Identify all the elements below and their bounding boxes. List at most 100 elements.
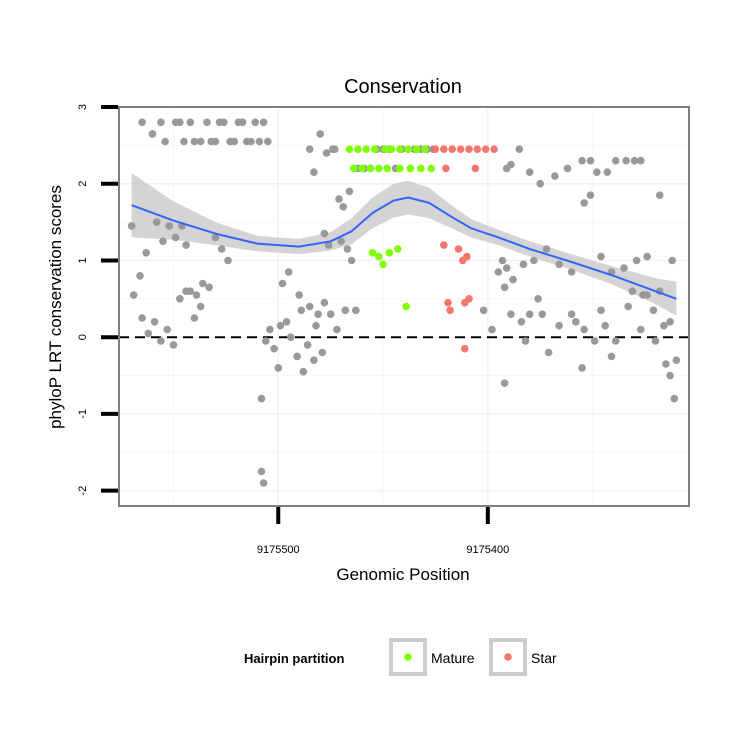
point-other <box>668 256 676 265</box>
point-other <box>316 130 325 138</box>
point-other <box>165 222 174 230</box>
point-other <box>630 156 639 165</box>
point-mature <box>375 252 383 261</box>
point-other <box>163 325 171 334</box>
point-mature <box>366 164 375 173</box>
point-other <box>500 379 509 388</box>
point-other <box>525 310 534 319</box>
point-other <box>264 137 272 146</box>
point-mature <box>404 145 413 153</box>
point-other <box>171 233 180 242</box>
point-other <box>284 268 293 276</box>
point-other <box>322 149 331 157</box>
point-other <box>662 360 670 368</box>
x-tick-label: 9175400 <box>466 544 509 556</box>
point-other <box>670 394 679 403</box>
point-other <box>261 337 270 345</box>
point-mature <box>417 164 425 173</box>
point-other <box>567 310 576 319</box>
point-other <box>637 156 645 165</box>
legend-title: Hairpin partition <box>244 651 344 666</box>
point-other <box>326 310 335 319</box>
point-mature <box>412 145 421 153</box>
point-other <box>157 118 165 127</box>
point-star <box>490 145 498 153</box>
point-other <box>142 249 150 257</box>
point-other <box>578 364 586 372</box>
point-other <box>148 130 157 138</box>
point-other <box>136 272 144 280</box>
point-other <box>593 168 601 176</box>
point-other <box>519 260 528 269</box>
point-other <box>278 279 287 288</box>
legend: Hairpin partition Mature Star <box>244 638 557 676</box>
data-points <box>127 118 681 487</box>
legend-item-mature: Mature <box>389 638 475 676</box>
point-star <box>471 164 480 173</box>
point-other <box>660 321 668 330</box>
point-other <box>337 237 345 246</box>
point-other <box>639 291 647 299</box>
point-other <box>331 145 339 153</box>
point-star <box>431 145 440 153</box>
point-other <box>152 218 161 226</box>
point-other <box>586 191 595 199</box>
point-other <box>159 237 167 246</box>
point-other <box>534 295 542 303</box>
point-other <box>498 256 507 265</box>
point-other <box>637 325 645 334</box>
point-other <box>287 333 295 342</box>
point-other <box>182 287 190 296</box>
point-mature <box>370 145 379 153</box>
point-other <box>521 337 530 345</box>
point-other <box>628 287 637 296</box>
point-mature <box>427 164 436 173</box>
x-tick-label: 9175500 <box>257 544 300 556</box>
point-other <box>597 252 605 261</box>
point-other <box>276 321 285 330</box>
point-other <box>320 298 329 307</box>
y-tick-label: -1 <box>77 409 89 419</box>
y-axis: -2 -1 0 1 2 3 <box>77 104 118 496</box>
point-other <box>339 203 348 211</box>
y-tick-label: 1 <box>77 257 89 263</box>
point-other <box>196 302 205 311</box>
legend-dot-mature <box>404 653 412 661</box>
point-other <box>257 394 266 403</box>
point-other <box>530 256 538 265</box>
point-star <box>461 298 469 307</box>
smooth-trend-line <box>131 196 677 300</box>
point-other <box>299 367 308 376</box>
point-mature <box>354 145 362 153</box>
point-other <box>138 118 146 127</box>
point-other <box>597 306 605 315</box>
point-other <box>603 168 612 176</box>
point-other <box>138 314 146 322</box>
point-other <box>494 268 503 276</box>
point-other <box>312 321 320 330</box>
point-mature <box>358 164 366 173</box>
point-star <box>444 298 452 307</box>
point-other <box>611 337 620 345</box>
point-other <box>192 291 201 299</box>
point-mature <box>421 145 429 153</box>
plot-border <box>118 106 690 507</box>
point-mature <box>349 164 358 173</box>
confidence-band <box>131 173 677 316</box>
point-other <box>176 295 184 303</box>
point-other <box>127 222 136 230</box>
point-other <box>305 302 314 311</box>
point-other <box>542 245 551 253</box>
point-star <box>442 164 450 173</box>
point-other <box>544 348 553 357</box>
point-other <box>651 337 660 345</box>
point-other <box>580 199 588 207</box>
point-star <box>446 306 454 315</box>
point-other <box>176 118 184 127</box>
point-other <box>190 137 199 146</box>
point-other <box>211 137 220 146</box>
point-other <box>632 256 641 265</box>
point-other <box>295 291 304 299</box>
point-other <box>555 260 563 269</box>
point-other <box>196 137 205 146</box>
